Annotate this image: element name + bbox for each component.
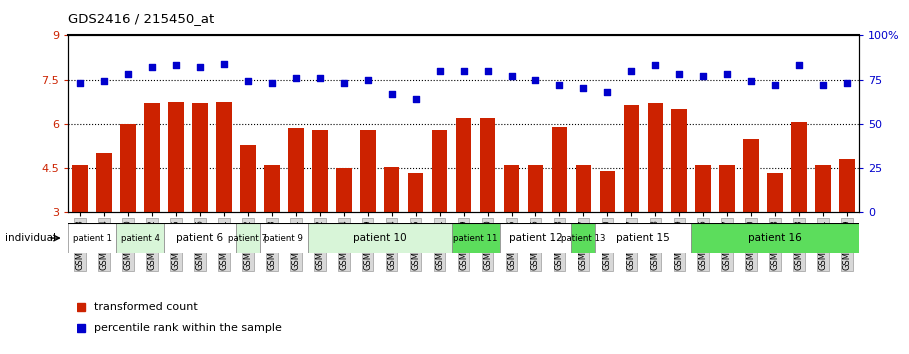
Bar [240,144,255,212]
Bar [500,223,572,253]
Bar [360,130,375,212]
Bar [452,223,500,253]
Bar [236,223,260,253]
Point [600,89,614,95]
Text: patient 9: patient 9 [265,234,304,242]
Bar [308,223,452,253]
Bar [552,127,567,212]
Point [169,63,184,68]
Text: percentile rank within the sample: percentile rank within the sample [94,323,282,333]
Text: GDS2416 / 215450_at: GDS2416 / 215450_at [68,12,215,25]
Text: patient 12: patient 12 [509,233,563,243]
Point [121,72,135,77]
Point [744,79,758,84]
Text: patient 15: patient 15 [616,233,670,243]
Bar [96,153,112,212]
Point [720,72,734,77]
Text: patient 6: patient 6 [176,233,224,243]
Bar [480,118,495,212]
Text: patient 4: patient 4 [121,234,160,242]
Point [216,61,231,67]
Point [792,63,806,68]
Point [145,64,159,70]
Text: patient 10: patient 10 [353,233,406,243]
Bar [455,118,472,212]
Bar [164,223,236,253]
Bar [260,223,308,253]
Point [648,63,663,68]
Point [840,80,854,86]
Bar [624,105,639,212]
Point [385,91,399,97]
Bar [504,165,519,212]
Bar [336,168,352,212]
Bar [68,223,116,253]
Bar [815,165,831,212]
Text: individual: individual [5,233,55,243]
Bar [432,130,447,212]
Bar [528,165,544,212]
Text: patient 7: patient 7 [228,234,267,242]
Bar [595,223,691,253]
Bar [168,102,184,212]
Text: patient 13: patient 13 [561,234,605,242]
Bar [572,223,595,253]
Bar [691,223,859,253]
Point [408,96,423,102]
Bar [384,167,399,212]
Bar [719,165,735,212]
Point [265,80,279,86]
Point [433,68,447,74]
Bar [145,103,160,212]
Text: patient 16: patient 16 [748,233,802,243]
Bar [265,165,280,212]
Point [552,82,566,88]
Point [504,73,519,79]
Point [696,73,711,79]
Bar [600,171,615,212]
Text: patient 1: patient 1 [73,234,112,242]
Point [624,68,639,74]
Point [336,80,351,86]
Text: patient 11: patient 11 [454,234,498,242]
Point [73,80,87,86]
Point [241,79,255,84]
Bar [672,109,687,212]
Bar [792,122,807,212]
Bar [216,102,232,212]
Bar [192,103,208,212]
Point [456,68,471,74]
Point [768,82,783,88]
Bar [695,165,711,212]
Bar [767,173,783,212]
Point [97,79,112,84]
Point [288,75,303,81]
Bar [288,128,304,212]
Bar [839,159,854,212]
Bar [575,165,591,212]
Bar [120,124,135,212]
Bar [116,223,164,253]
Point [528,77,543,82]
Bar [647,103,663,212]
Point [480,68,494,74]
Point [313,75,327,81]
Point [193,64,207,70]
Bar [312,130,327,212]
Point [361,77,375,82]
Point [672,72,686,77]
Point [815,82,830,88]
Point [576,86,591,91]
Bar [408,173,424,212]
Text: transformed count: transformed count [94,302,197,312]
Bar [744,139,759,212]
Bar [73,165,88,212]
